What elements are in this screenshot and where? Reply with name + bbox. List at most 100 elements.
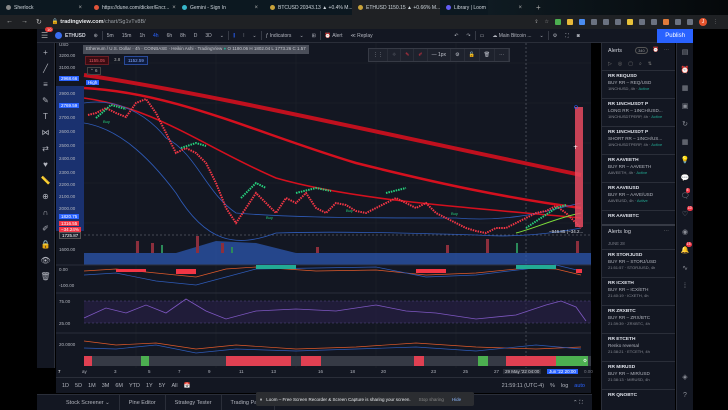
line-color-icon[interactable]: ✎ [401, 49, 415, 61]
collapse-panel-icon[interactable]: ⌃ ⛶ [573, 399, 583, 406]
forward-icon[interactable]: → [21, 18, 28, 25]
stay-in-drawing-mode-icon[interactable]: ✐ [42, 224, 49, 233]
reload-icon[interactable]: ↻ [36, 19, 42, 26]
alert-item[interactable]: RR 1INCHUSDT P SHORT RR – 1INCH/US... 1I… [602, 126, 675, 154]
log-item[interactable]: RR ETCETH Renko reversal 21:38:21 · ETCE… [602, 333, 675, 361]
buy-button[interactable]: 1152.59 [124, 56, 148, 65]
add-alert-icon[interactable]: ⏰ [652, 47, 659, 53]
bookmark-star-icon[interactable]: ☆ [544, 19, 549, 25]
layout-name-button[interactable]: ☁ Main Bitcoin ... [492, 32, 532, 39]
sort-icon[interactable]: ⇅ [647, 61, 652, 67]
range-5y[interactable]: 5Y [158, 382, 166, 389]
log-item[interactable]: RR STORJUSD BUY RR – STORJ/USD 21:51:57 … [602, 249, 675, 277]
extension-icon[interactable] [603, 19, 609, 25]
crosshair-icon[interactable]: + [43, 48, 48, 57]
ruler-icon[interactable]: 📏 [40, 176, 51, 185]
timeframe-1h[interactable]: 1h [139, 32, 146, 39]
range-1y[interactable]: 1Y [145, 382, 153, 389]
lock-icon[interactable]: 🔓 [465, 49, 480, 61]
alert-item[interactable]: RR AAVEUSD BUY RR – AAVE/USD AAVEUSD, 4h… [602, 182, 675, 210]
time-axis[interactable]: 7 ay 3 5 7 9 11 13 16 18 20 23 25 27 29 … [56, 368, 593, 377]
snapshot-camera-icon[interactable]: ◙ [576, 32, 580, 39]
url-field[interactable]: 🔒 tradingview.com/chart/Sg1vTv8B/ [51, 19, 146, 25]
range-3m[interactable]: 3M [101, 382, 110, 389]
browser-tab[interactable]: Gemini - Sign In × [176, 0, 264, 15]
redo-icon[interactable]: ↷ [466, 32, 471, 39]
settings-gear-icon[interactable]: ⚙ [552, 32, 558, 39]
range-6m[interactable]: 6M [115, 382, 123, 389]
fib-retracement-icon[interactable]: ≡ [43, 80, 48, 89]
magnet-icon[interactable]: ∩ [42, 208, 49, 217]
timeframe-6h[interactable]: 6h [166, 32, 173, 39]
menu-kebab-icon[interactable]: ⋮ [713, 19, 718, 25]
timeframe-3d[interactable]: 3D [205, 32, 212, 39]
alert-item[interactable]: RR AAVEETH BUY RR – AAVEETH AAVEETH, 4h … [602, 154, 675, 182]
private-chats-icon[interactable]: 🗨 5 [680, 188, 690, 200]
delete-trash-icon[interactable]: 🗑 [480, 49, 496, 61]
more-options-icon[interactable]: ⋯ [495, 49, 510, 61]
calendar-refresh-icon[interactable]: ↻ [682, 121, 688, 128]
order-panel-icon[interactable]: ∿ [682, 265, 688, 272]
undo-icon[interactable]: ↶ [454, 32, 459, 39]
extension-icon[interactable] [555, 19, 561, 25]
layers-icon[interactable]: ◈ [682, 374, 688, 381]
goto-date-calendar-icon[interactable]: 📅 [183, 382, 191, 389]
browser-tab[interactable]: Sherlock × [0, 0, 88, 15]
streams-broadcast-icon[interactable]: ◉ [681, 229, 689, 236]
fullscreen-icon[interactable]: ⛶ [565, 32, 569, 39]
indicators-dropdown-icon[interactable]: ⌄ [299, 32, 304, 39]
browser-tab[interactable]: BTCUSD 20343.13 ▲ +0.4% M...× [264, 0, 352, 15]
hotlists-icon[interactable]: ▣ [681, 103, 689, 110]
timeframe-dropdown-icon[interactable]: ⌄ [219, 32, 224, 39]
extension-icon[interactable] [651, 19, 657, 25]
alert-button[interactable]: ⏰ Alert [324, 32, 343, 39]
hide-banner-button[interactable]: Hide [451, 396, 462, 402]
log-item[interactable]: RR MIRUSD BUY RR – MIR/USD 21:38:13 · MI… [602, 361, 675, 389]
range-all[interactable]: All [171, 382, 178, 389]
replay-button[interactable]: ≪ Replay [350, 32, 373, 39]
drag-handle-icon[interactable]: ⋮⋮ [369, 49, 388, 61]
prediction-icon[interactable]: ⇄ [42, 144, 49, 153]
visibility-eye-icon[interactable]: ⚙ [583, 358, 588, 363]
settings-gear-icon[interactable]: ⚙ [451, 49, 465, 61]
trend-line-icon[interactable]: ╱ [43, 64, 48, 73]
extension-icon[interactable] [591, 19, 597, 25]
log-item[interactable]: RR ZRXBTC BUY RR – ZRX/BTC 21:39:39 · ZR… [602, 305, 675, 333]
data-window-icon[interactable]: ▦ [681, 85, 689, 92]
bar-chart-type-icon[interactable]: ⦙ [243, 32, 245, 39]
heikin-ashi-chart-type-icon[interactable]: ⫼ [232, 32, 236, 39]
timeframe-1d[interactable]: D [193, 32, 198, 39]
tab-pine-editor[interactable]: Pine Editor [120, 394, 166, 410]
pause-icon[interactable]: ◎ [617, 61, 623, 67]
browser-tab[interactable]: Library | Loom × [440, 0, 528, 15]
brush-icon[interactable]: ✎ [42, 96, 49, 105]
extension-icon[interactable] [615, 19, 621, 25]
alerts-clock-icon[interactable]: ⏰ [680, 67, 690, 74]
log-item[interactable]: RR ICXETH BUY RR – ICX/ETH 21:40:19 · IC… [602, 277, 675, 305]
text-tool-icon[interactable]: T [43, 112, 48, 121]
clock-timezone[interactable]: 21:59:11 (UTC-4) [501, 382, 545, 389]
extension-icon[interactable] [579, 19, 585, 25]
zoom-in-icon[interactable]: ⊕ [42, 192, 49, 201]
auto-scale-toggle[interactable]: auto [574, 382, 585, 389]
tab-stock-screener[interactable]: Stock Screener ⌄ [57, 394, 120, 410]
watchlist-icon[interactable]: ▤ [681, 49, 689, 56]
sidepanel-icon[interactable] [687, 19, 693, 25]
extension-icon[interactable] [567, 19, 573, 25]
fill-color-icon[interactable]: ✐ [414, 49, 428, 61]
timeframe-15m[interactable]: 15m [121, 32, 132, 39]
tab-strategy-tester[interactable]: Strategy Tester [166, 394, 222, 410]
more-icon[interactable]: ⋯ [664, 47, 669, 53]
close-tab-icon[interactable]: × [518, 4, 522, 11]
timeframe-4h[interactable]: 4h [153, 32, 159, 39]
compare-symbol-button[interactable]: ⊕ [93, 32, 98, 39]
main-menu-button[interactable]: ☰ 10 [41, 27, 54, 40]
range-1d[interactable]: 1D [62, 382, 70, 389]
range-5d[interactable]: 5D [75, 382, 83, 389]
new-tab-button[interactable]: + [536, 3, 541, 12]
play-icon[interactable]: ▷ [608, 61, 612, 67]
percent-scale-toggle[interactable]: % [550, 382, 555, 389]
chats-icon[interactable]: 💬 [680, 175, 690, 182]
calendar-icon[interactable]: ▦ [681, 139, 689, 146]
log-scale-toggle[interactable]: log [560, 382, 569, 389]
